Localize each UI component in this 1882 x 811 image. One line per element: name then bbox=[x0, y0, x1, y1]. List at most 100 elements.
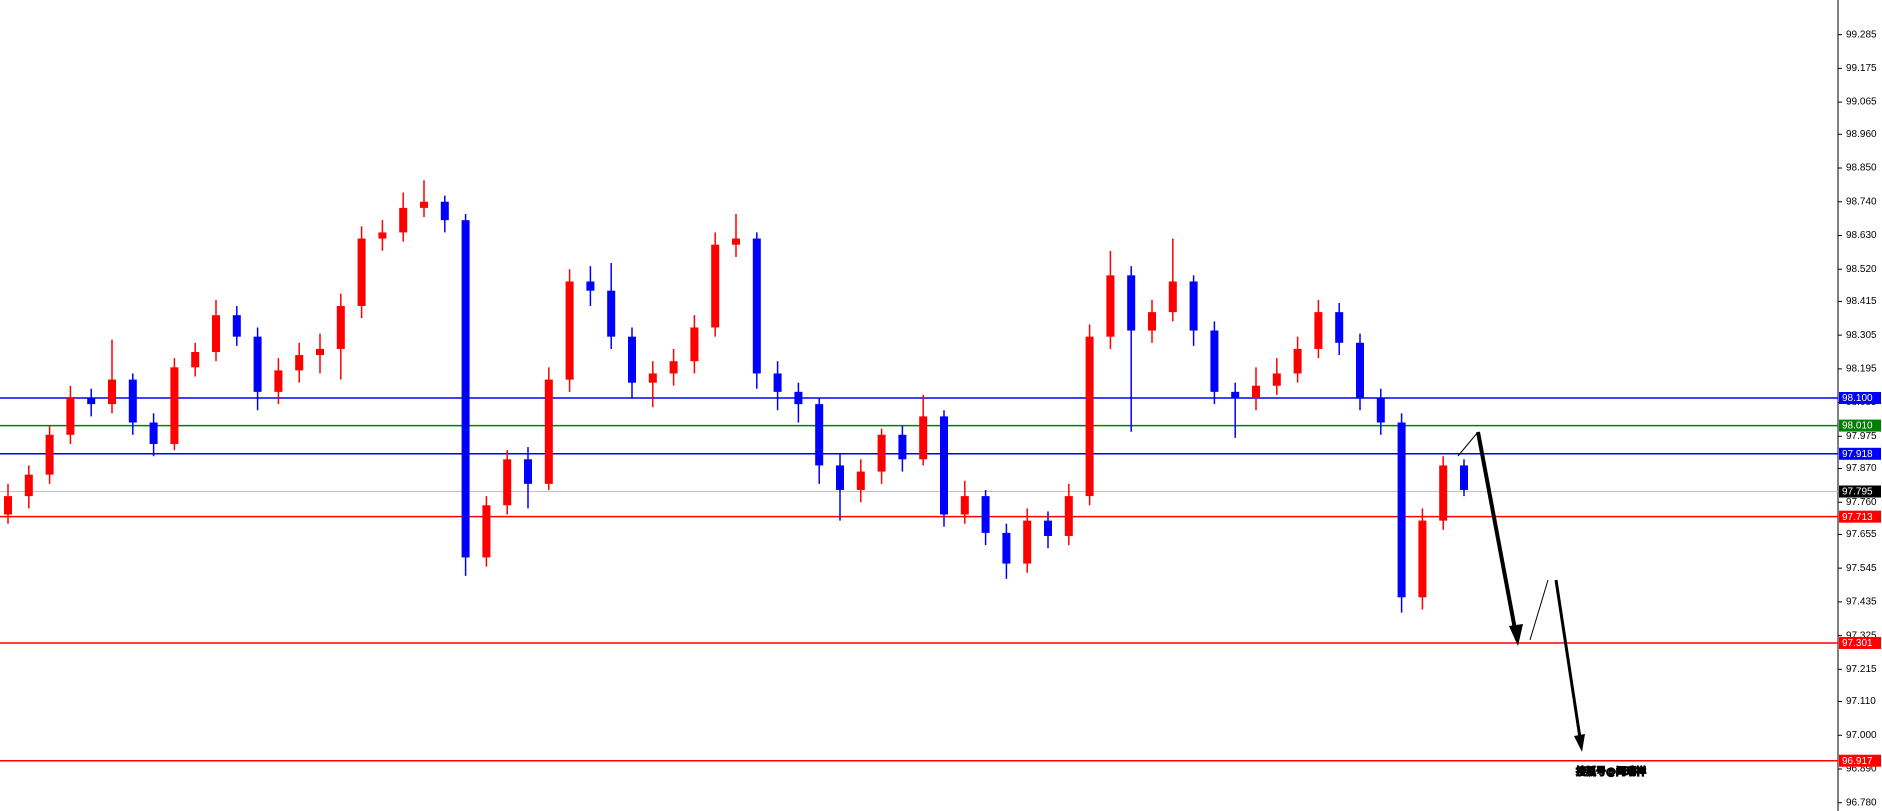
arrow-leg bbox=[1457, 431, 1479, 457]
forecast-arrows bbox=[1457, 431, 1585, 752]
level-label: 98.010 bbox=[1842, 421, 1873, 432]
plot bbox=[0, 180, 1838, 762]
y-tick-label: 96.890 bbox=[1846, 764, 1877, 775]
candle-body bbox=[295, 355, 304, 371]
candle-body bbox=[420, 201, 428, 208]
candle-body bbox=[1210, 330, 1219, 392]
candle-body bbox=[461, 220, 470, 558]
candle-body bbox=[669, 361, 678, 374]
level-label: 98.100 bbox=[1842, 393, 1873, 404]
candle-body bbox=[336, 306, 345, 349]
y-tick-label: 97.215 bbox=[1846, 664, 1877, 675]
candle-body bbox=[378, 232, 387, 239]
candle-body bbox=[1252, 385, 1260, 398]
candle-body bbox=[316, 348, 324, 356]
y-tick-label: 97.870 bbox=[1846, 463, 1877, 474]
y-tick-label: 97.655 bbox=[1846, 529, 1877, 540]
candle-body bbox=[607, 290, 616, 337]
candle-body bbox=[1148, 312, 1156, 331]
y-tick-label: 97.435 bbox=[1846, 597, 1877, 608]
candle-body bbox=[1106, 275, 1115, 337]
y-tick-label: 96.780 bbox=[1846, 797, 1877, 808]
candle-body bbox=[856, 471, 865, 490]
candle-body bbox=[1189, 281, 1198, 331]
y-tick-label: 97.110 bbox=[1846, 696, 1876, 707]
candle-body bbox=[45, 434, 54, 475]
candle-body bbox=[1356, 342, 1364, 398]
candle-body bbox=[482, 505, 491, 558]
candle-body bbox=[1376, 397, 1385, 423]
level-label: 97.301 bbox=[1842, 638, 1873, 649]
candle-body bbox=[24, 474, 33, 497]
candle-body bbox=[794, 391, 803, 405]
y-tick-label: 99.065 bbox=[1846, 97, 1877, 108]
candle-body bbox=[690, 327, 699, 362]
y-tick-label: 98.520 bbox=[1846, 264, 1877, 275]
y-tick-label: 99.285 bbox=[1846, 29, 1877, 40]
candle-body bbox=[1439, 465, 1448, 521]
candle-body bbox=[4, 496, 12, 515]
candle-body bbox=[836, 465, 844, 490]
candle-body bbox=[752, 238, 761, 374]
y-tick-label: 97.975 bbox=[1846, 431, 1877, 442]
candle-body bbox=[1335, 312, 1344, 343]
level-label-bg bbox=[1839, 391, 1881, 404]
y-tick-label: 98.195 bbox=[1846, 363, 1877, 374]
level-label-bg bbox=[1839, 419, 1881, 432]
arrow-leg bbox=[1529, 579, 1549, 641]
candle-body bbox=[815, 404, 824, 466]
level-label-bg bbox=[1839, 485, 1881, 498]
level-label-bg bbox=[1839, 636, 1881, 649]
arrow-head bbox=[1509, 624, 1523, 646]
candle-body bbox=[898, 434, 907, 460]
candle-body bbox=[232, 315, 241, 337]
y-tick-label: 98.960 bbox=[1846, 129, 1877, 140]
candle-body bbox=[1231, 391, 1240, 398]
level-label: 96.917 bbox=[1842, 756, 1873, 767]
candle-body bbox=[1397, 422, 1406, 598]
candle-body bbox=[1460, 465, 1468, 490]
candle-body bbox=[357, 238, 366, 307]
level-label-bg bbox=[1839, 447, 1881, 460]
y-tick-label: 98.305 bbox=[1846, 330, 1877, 341]
candle-body bbox=[128, 379, 137, 423]
candle-body bbox=[628, 336, 636, 383]
candle-body bbox=[732, 238, 740, 245]
candle-body bbox=[919, 416, 928, 460]
candle-body bbox=[1418, 520, 1427, 598]
candle-body bbox=[66, 397, 75, 435]
candle-body bbox=[524, 459, 532, 484]
arrow-leg bbox=[1476, 431, 1519, 641]
candle-body bbox=[1085, 336, 1094, 497]
candle-body bbox=[960, 496, 969, 515]
candle-body bbox=[87, 397, 96, 405]
arrow-leg bbox=[1554, 579, 1582, 739]
level-label: 97.713 bbox=[1842, 512, 1873, 523]
candle-body bbox=[1023, 520, 1032, 564]
candle-body bbox=[1044, 520, 1052, 536]
level-label: 97.795 bbox=[1842, 487, 1873, 498]
y-tick-label: 98.850 bbox=[1846, 163, 1877, 174]
candle-body bbox=[1293, 348, 1302, 374]
y-tick-label: 98.415 bbox=[1846, 296, 1877, 307]
candle-body bbox=[1314, 312, 1323, 349]
y-tick-label: 99.175 bbox=[1846, 63, 1877, 74]
candle-body bbox=[1002, 532, 1011, 564]
candle-body bbox=[503, 459, 512, 506]
candle-body bbox=[648, 373, 657, 383]
candle-body bbox=[565, 281, 574, 380]
candle-body bbox=[274, 370, 283, 392]
watermark: 搜狐号@闫瑞祥 bbox=[1576, 765, 1646, 778]
y-tick-label: 97.760 bbox=[1846, 497, 1877, 508]
candle-body bbox=[1127, 275, 1136, 331]
candle-body bbox=[108, 379, 116, 405]
candle-body bbox=[711, 244, 720, 328]
candle-body bbox=[399, 207, 408, 233]
y-tick-label: 98.740 bbox=[1846, 196, 1877, 207]
candle-body bbox=[170, 367, 179, 444]
candle-body bbox=[149, 422, 158, 444]
y-tick-label: 98.630 bbox=[1846, 230, 1877, 241]
y-tick-label: 97.000 bbox=[1846, 730, 1877, 741]
level-label-bg bbox=[1839, 510, 1881, 523]
